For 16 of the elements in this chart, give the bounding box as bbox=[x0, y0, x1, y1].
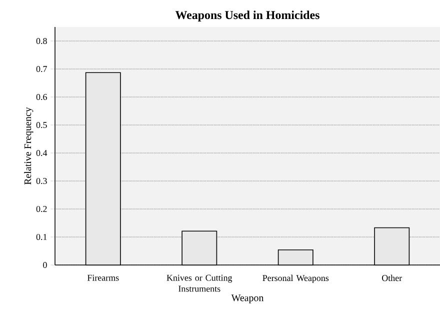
y-tick-label: 0.1 bbox=[36, 234, 47, 240]
x-tick-label: Knives or Cutting Instruments bbox=[166, 274, 232, 292]
y-tick-label: 0.8 bbox=[36, 38, 47, 44]
x-tick-label: Firearms bbox=[87, 274, 119, 281]
y-tick-label: 0.3 bbox=[36, 178, 47, 184]
x-tick-label: Other bbox=[382, 274, 402, 282]
y-tick-label: 0.7 bbox=[36, 66, 47, 72]
y-tick-label: 0.2 bbox=[36, 206, 47, 212]
y-tick-label: 0.4 bbox=[36, 150, 48, 156]
y-tick-label: 0.5 bbox=[36, 122, 47, 128]
y-tick-label: 0 bbox=[43, 262, 47, 268]
x-tick-label: Personal Weapons bbox=[262, 274, 329, 283]
y-axis-title: Relative Frequency bbox=[24, 107, 34, 185]
y-tick-label: 0.6 bbox=[36, 94, 47, 100]
x-axis-title: Weapon bbox=[231, 294, 264, 304]
chart-title: Weapons Used in Homicides bbox=[175, 10, 320, 22]
